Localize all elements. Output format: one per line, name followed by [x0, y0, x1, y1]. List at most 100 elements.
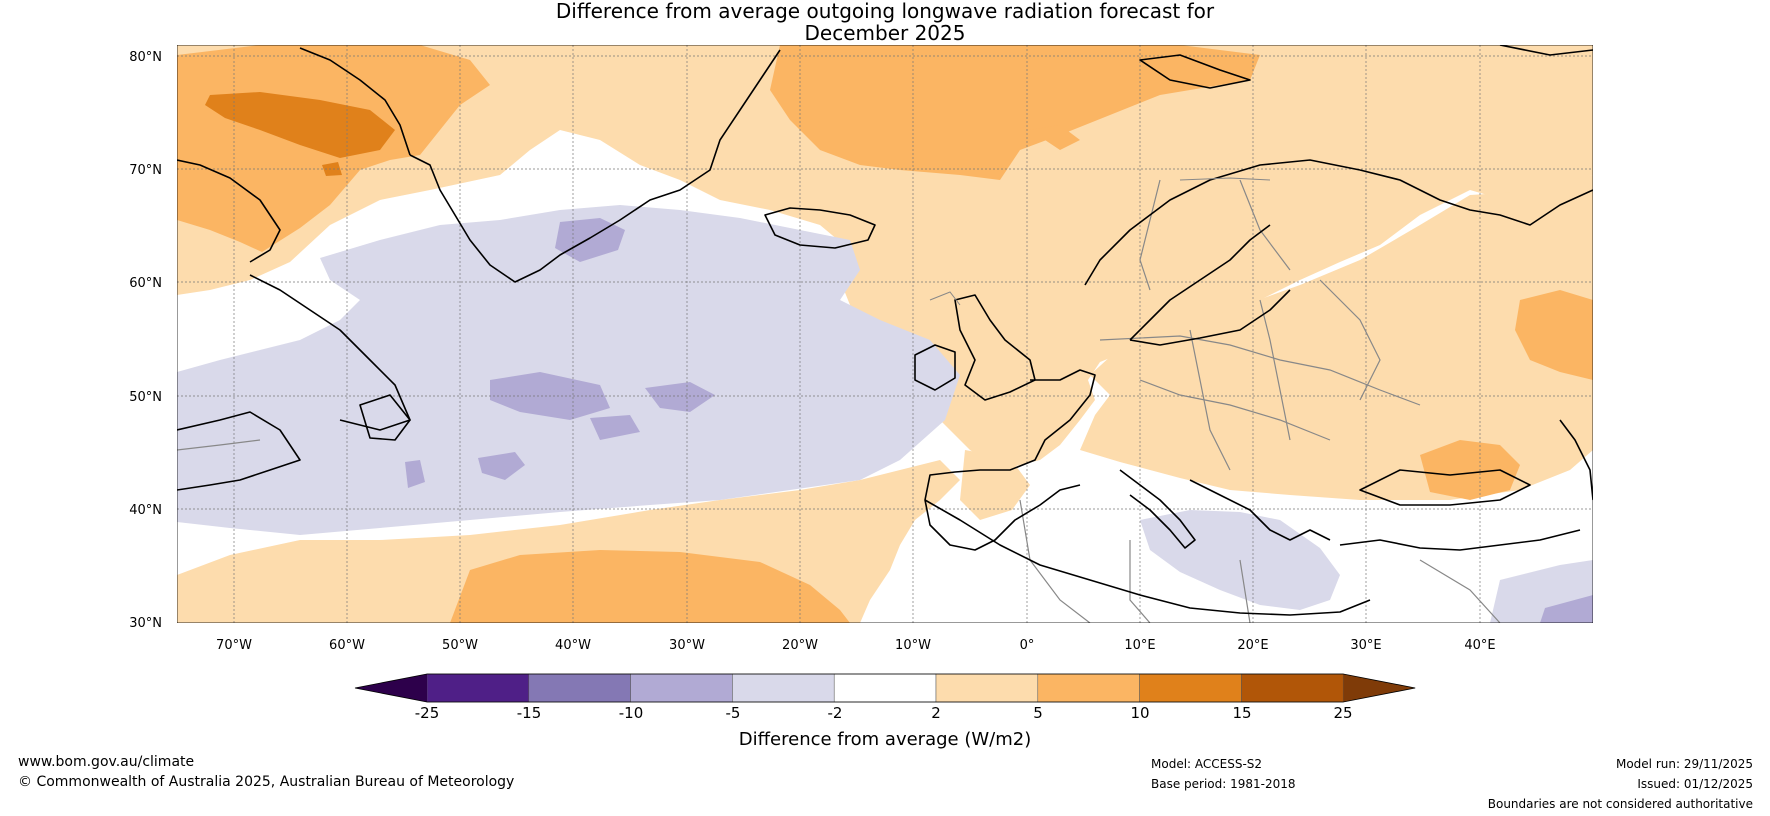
lon-label-0: 0°: [1020, 638, 1035, 653]
coast-novaya: [1499, 45, 1593, 56]
footer-model-run: Model run: 29/11/2025: [1615, 757, 1753, 771]
colorbar-tick-2: -10: [619, 704, 644, 722]
border-europe-1: [1099, 335, 1421, 406]
ice-outlines: [929, 177, 1271, 306]
coast-baltic-south: [1129, 289, 1291, 346]
lon-label-70w: 70°W: [216, 638, 252, 653]
anomaly-dark-orange-regions: [205, 92, 395, 176]
lon-label-20w: 20°W: [782, 638, 818, 653]
coast-kola: [1359, 169, 1593, 226]
anomaly-region-irminger-sea: [555, 218, 625, 262]
coast-ireland: [914, 344, 956, 391]
colorbar-tick-1: -15: [517, 704, 542, 722]
border-africa-3: [1239, 559, 1251, 623]
anomaly-region-middle-east-mid: [1540, 595, 1593, 623]
colorbar-segment-6: [1037, 673, 1140, 703]
coast-caspian: [1559, 419, 1593, 501]
colorbar-tick-4: -2: [828, 704, 843, 722]
country-borders: [177, 179, 1501, 623]
border-north-america: [177, 439, 261, 451]
footer-copyright: © Commonwealth of Australia 2025, Austra…: [18, 774, 515, 790]
anomaly-region-small-arctic: [322, 162, 342, 176]
colorbar-segment-3: [732, 673, 835, 703]
lon-label-30e: 30°E: [1350, 638, 1381, 653]
lon-label-60w: 60°W: [329, 638, 365, 653]
colorbar-segment-0: [426, 673, 530, 703]
lat-label-80: 80°N: [129, 50, 162, 65]
footer-base-period: Base period: 1981-2018: [1151, 777, 1296, 791]
anomaly-region-mid-atlantic-2: [645, 382, 715, 412]
coast-greenland-west: [299, 47, 411, 156]
anomaly-region-west-russia: [1515, 290, 1593, 380]
footer-issued: Issued: 01/12/2025: [1637, 777, 1753, 791]
border-europe-2: [1139, 379, 1331, 441]
lon-label-40w: 40°W: [555, 638, 591, 653]
anomaly-region-black-sea: [1420, 440, 1520, 500]
map-panel: [177, 45, 1593, 623]
lon-label-40e: 40°E: [1464, 638, 1495, 653]
border-russia: [1319, 279, 1381, 401]
coast-baffin: [177, 159, 281, 263]
colorbar-segment-1: [528, 673, 631, 703]
colorbar-segment-7: [1139, 673, 1242, 703]
colorbar-tick-7: 10: [1130, 704, 1149, 722]
coast-balkans: [1189, 479, 1331, 541]
coast-great-britain: [954, 294, 1036, 401]
ice-edge-arctic: [1179, 177, 1271, 181]
coast-turkey: [1339, 529, 1581, 551]
colorbar-segment-4: [833, 673, 937, 703]
lat-axis-labels: 80°N 70°N 60°N 50°N 40°N 30°N: [129, 50, 162, 631]
colorbar-tick-0: -25: [415, 704, 440, 722]
anomaly-region-iberia: [960, 450, 1030, 520]
lat-label-60: 60°N: [129, 276, 162, 291]
colorbar-tick-8: 15: [1232, 704, 1251, 722]
colorbar-outline: [354, 673, 1416, 703]
footer-disclaimer: Boundaries are not considered authoritat…: [1487, 797, 1753, 811]
map-title-line-1: Difference from average outgoing longwav…: [555, 0, 1215, 23]
coast-france-iberia: [924, 369, 1096, 551]
map-title-line-2: December 2025: [804, 21, 966, 45]
ice-edge-hudson: [929, 291, 961, 306]
border-africa-1: [1019, 499, 1091, 623]
colorbar-label: Difference from average (W/m2): [739, 729, 1031, 750]
anomaly-region-mid-atlantic-5: [590, 415, 640, 440]
anomaly-region-mid-atlantic-4: [405, 460, 425, 488]
colorbar-segment-5: [935, 673, 1039, 703]
lon-label-10w: 10°W: [895, 638, 931, 653]
lat-label-30: 30°N: [129, 616, 162, 631]
lat-label-40: 40°N: [129, 503, 162, 518]
colorbar-tick-5: 2: [931, 704, 941, 722]
footer-website: www.bom.gov.au/climate: [18, 754, 195, 770]
coastlines: [177, 45, 1593, 616]
coast-italy: [1119, 469, 1196, 549]
anomaly-region-greenland-coast-small: [1030, 125, 1080, 150]
lon-label-30w: 30°W: [669, 638, 705, 653]
border-scandinavia: [1139, 179, 1161, 291]
coast-newfoundland: [359, 394, 411, 441]
coast-labrador: [249, 274, 411, 431]
colorbar-tick-6: 5: [1033, 704, 1043, 722]
coast-norway: [1084, 159, 1361, 286]
colorbar-tick-9: 25: [1333, 704, 1352, 722]
lon-label-20e: 20°E: [1237, 638, 1268, 653]
border-scandinavia-2: [1239, 179, 1291, 271]
lat-label-70: 70°N: [129, 163, 162, 178]
coast-svalbard: [1139, 54, 1251, 89]
lat-label-50: 50°N: [129, 390, 162, 405]
anomaly-region-north-atlantic-arctic: [177, 45, 1593, 470]
anomaly-region-norwegian-arctic: [770, 45, 1260, 180]
coast-greenland-east: [409, 49, 781, 283]
coast-sweden-baltic: [1129, 224, 1271, 341]
coast-iceland: [764, 207, 876, 249]
border-europe-3: [1189, 329, 1231, 471]
border-middle-east: [1419, 559, 1501, 623]
anomaly-region-mid-atlantic-3: [478, 452, 525, 480]
lon-label-50w: 50°W: [442, 638, 478, 653]
colorbar-segment-2: [630, 673, 733, 703]
colorbar-extend-min: [355, 674, 427, 702]
coast-north-america-east: [177, 411, 301, 491]
colorbar-tick-labels: -25 -15 -10 -5 -2 2 5 10 15 25: [415, 704, 1353, 722]
anomaly-region-baffin-bay: [205, 92, 395, 158]
lon-axis-labels: 70°W 60°W 50°W 40°W 30°W 20°W 10°W 0° 10…: [216, 638, 1496, 653]
